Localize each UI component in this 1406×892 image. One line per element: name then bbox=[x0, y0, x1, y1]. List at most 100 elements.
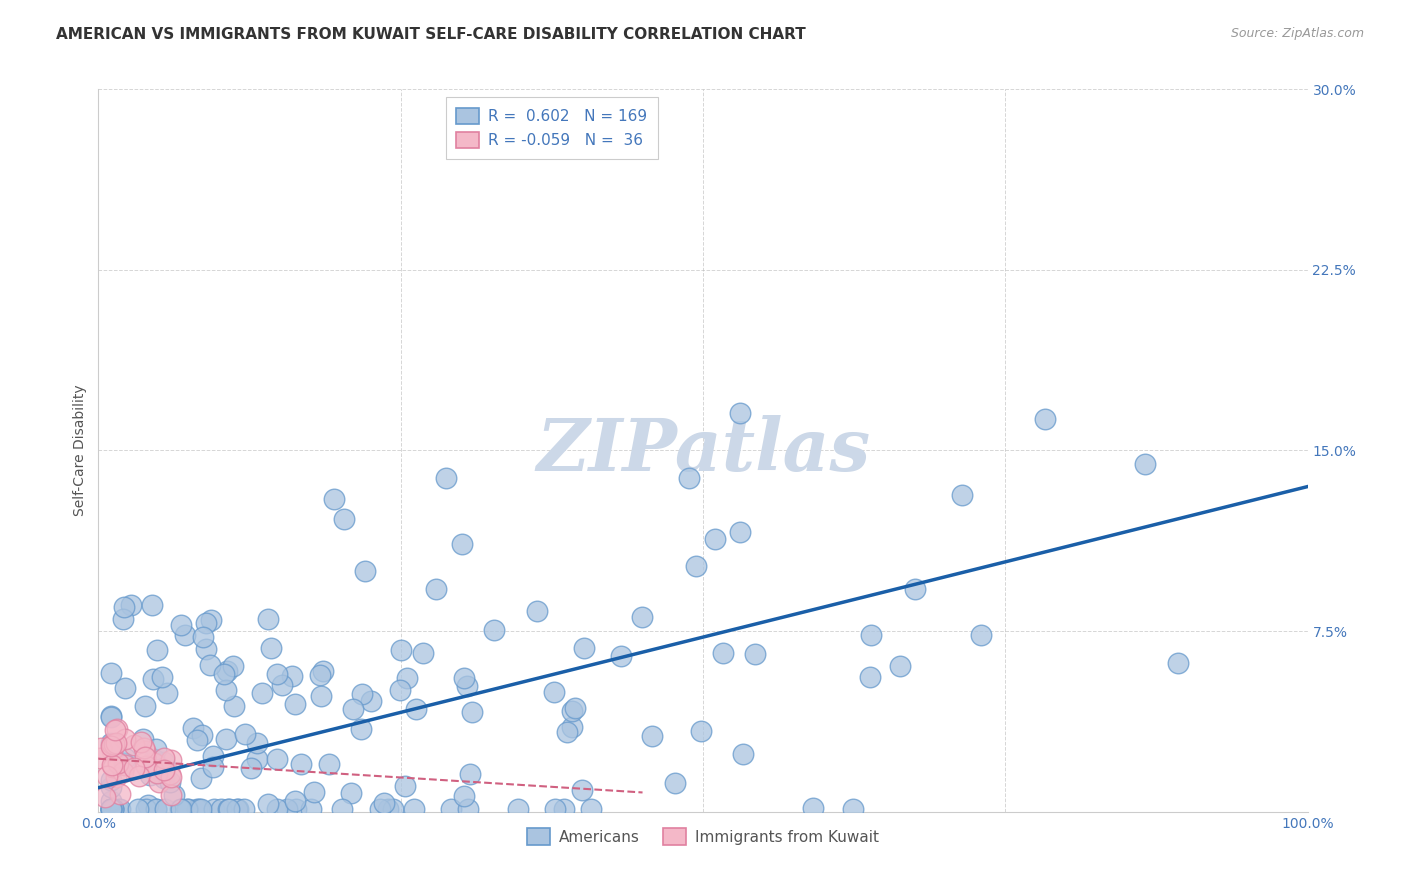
Text: Source: ZipAtlas.com: Source: ZipAtlas.com bbox=[1230, 27, 1364, 40]
Point bbox=[100, 739, 122, 754]
Point bbox=[239, 761, 262, 775]
Point bbox=[169, 802, 191, 816]
Point bbox=[101, 758, 124, 772]
Point bbox=[440, 802, 463, 816]
Point bbox=[100, 802, 122, 816]
Point bbox=[389, 643, 412, 657]
Point bbox=[226, 802, 249, 816]
Point bbox=[195, 615, 218, 630]
Point bbox=[260, 640, 283, 655]
Point bbox=[169, 618, 191, 632]
Point bbox=[228, 802, 250, 816]
Point bbox=[1033, 411, 1056, 425]
Point bbox=[970, 628, 993, 642]
Point bbox=[191, 728, 214, 742]
Point bbox=[198, 657, 221, 672]
Point bbox=[233, 726, 256, 740]
Point bbox=[138, 767, 160, 781]
Point bbox=[190, 772, 212, 786]
Point bbox=[141, 599, 163, 613]
Point bbox=[860, 628, 883, 642]
Point bbox=[114, 681, 136, 695]
Point bbox=[543, 685, 565, 699]
Point bbox=[111, 764, 134, 779]
Point bbox=[434, 471, 457, 485]
Point bbox=[101, 737, 124, 751]
Legend: Americans, Immigrants from Kuwait: Americans, Immigrants from Kuwait bbox=[520, 822, 886, 851]
Point bbox=[100, 666, 122, 681]
Point bbox=[276, 802, 298, 816]
Point bbox=[224, 699, 246, 714]
Point bbox=[453, 671, 475, 685]
Point bbox=[350, 722, 373, 736]
Point bbox=[266, 752, 288, 766]
Point bbox=[209, 802, 232, 816]
Point bbox=[156, 686, 179, 700]
Point bbox=[309, 689, 332, 703]
Point bbox=[1167, 656, 1189, 670]
Point bbox=[143, 756, 166, 770]
Point bbox=[526, 603, 548, 617]
Point bbox=[101, 760, 124, 774]
Point bbox=[859, 670, 882, 684]
Point bbox=[159, 775, 181, 789]
Point bbox=[564, 701, 586, 715]
Point bbox=[340, 786, 363, 800]
Point bbox=[96, 769, 118, 783]
Point bbox=[100, 709, 122, 723]
Point bbox=[127, 802, 149, 816]
Point bbox=[194, 642, 217, 657]
Point bbox=[150, 669, 173, 683]
Point bbox=[889, 658, 911, 673]
Point bbox=[103, 802, 125, 816]
Point bbox=[841, 802, 863, 816]
Point bbox=[100, 802, 122, 816]
Point bbox=[153, 802, 176, 816]
Point bbox=[217, 802, 239, 816]
Point bbox=[284, 697, 307, 711]
Point bbox=[610, 648, 633, 663]
Point bbox=[142, 673, 165, 687]
Y-axis label: Self-Care Disability: Self-Care Disability bbox=[73, 384, 87, 516]
Point bbox=[107, 802, 129, 816]
Point bbox=[105, 722, 128, 736]
Point bbox=[323, 491, 346, 506]
Point bbox=[134, 698, 156, 713]
Point bbox=[373, 796, 395, 810]
Point bbox=[318, 757, 340, 772]
Point bbox=[152, 764, 174, 778]
Point bbox=[100, 802, 122, 816]
Point bbox=[425, 582, 447, 596]
Point bbox=[191, 631, 214, 645]
Point bbox=[561, 704, 583, 718]
Point bbox=[404, 802, 426, 816]
Point bbox=[266, 802, 288, 816]
Point bbox=[145, 802, 167, 816]
Point bbox=[246, 752, 269, 766]
Point bbox=[100, 709, 122, 723]
Point bbox=[176, 802, 198, 816]
Point bbox=[460, 705, 482, 719]
Point bbox=[482, 623, 505, 637]
Point bbox=[412, 646, 434, 660]
Point bbox=[451, 537, 474, 551]
Point bbox=[101, 744, 124, 758]
Point bbox=[664, 776, 686, 790]
Point bbox=[160, 770, 183, 784]
Point bbox=[290, 756, 312, 771]
Point bbox=[212, 667, 235, 681]
Point bbox=[101, 802, 124, 816]
Point bbox=[142, 752, 165, 766]
Point bbox=[904, 582, 927, 596]
Point bbox=[104, 735, 127, 749]
Point bbox=[728, 524, 751, 539]
Point bbox=[271, 678, 294, 692]
Point bbox=[170, 802, 193, 816]
Point bbox=[134, 749, 156, 764]
Point bbox=[360, 694, 382, 708]
Point bbox=[100, 794, 122, 808]
Point bbox=[122, 761, 145, 775]
Point bbox=[215, 731, 238, 746]
Point bbox=[950, 488, 973, 502]
Point bbox=[690, 724, 713, 739]
